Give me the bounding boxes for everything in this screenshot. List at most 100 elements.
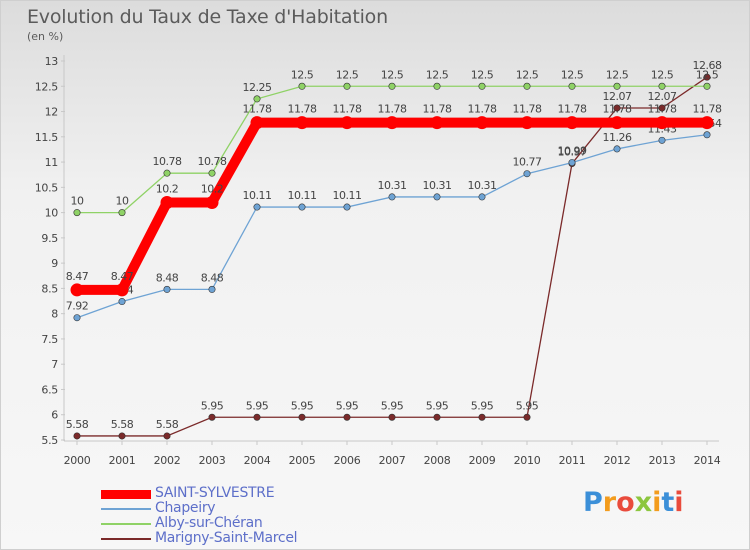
x-tick-label: 2009 (469, 454, 496, 467)
data-label: 10.97 (558, 146, 587, 159)
data-point (523, 82, 531, 90)
data-point (250, 116, 264, 130)
y-tick-label: 6 (51, 409, 58, 422)
data-point (118, 298, 126, 306)
data-label: 5.95 (381, 399, 404, 412)
data-label: 5.58 (156, 418, 179, 431)
data-point (295, 116, 309, 130)
data-point (208, 285, 216, 293)
data-label: 12.5 (426, 68, 449, 81)
data-label: 11.78 (558, 103, 587, 116)
x-tick-label: 2006 (334, 454, 361, 467)
data-point (478, 413, 486, 421)
x-tick-label: 2001 (109, 454, 136, 467)
data-label: 7.92 (66, 300, 89, 313)
data-point (478, 193, 486, 201)
data-label: 5.58 (66, 418, 89, 431)
legend-label: Chapeiry (155, 500, 216, 516)
y-tick-label: 5.5 (41, 434, 58, 447)
data-point (433, 413, 441, 421)
x-tick-label: 2007 (379, 454, 406, 467)
data-label: 12.5 (291, 68, 314, 81)
data-label: 5.95 (336, 399, 359, 412)
y-tick-label: 10 (45, 207, 59, 220)
data-label: 5.95 (291, 399, 314, 412)
data-label: 11.78 (693, 103, 722, 116)
data-point (613, 82, 621, 90)
data-point (388, 413, 396, 421)
series-alby-sur-cheran: 10 10 10.78 10.78 12.25 12.5 12.5 12.5 12.5 12.5 1… (71, 68, 719, 217)
y-tick-label: 9.5 (41, 232, 58, 245)
data-label: 12.25 (243, 81, 272, 94)
data-point (163, 432, 171, 440)
data-point (385, 116, 399, 130)
data-point (700, 116, 714, 130)
data-point (118, 432, 126, 440)
x-tick-label: 2008 (424, 454, 451, 467)
x-tick-label: 2010 (514, 454, 541, 467)
data-point (253, 413, 261, 421)
data-label: 10.11 (243, 189, 272, 202)
legend-item-saint-sylvestre: SAINT-SYLVESTRE (101, 485, 381, 502)
data-label: 11.78 (648, 103, 677, 116)
data-point (523, 170, 531, 178)
data-label: 5.95 (471, 399, 494, 412)
data-point (430, 116, 444, 130)
data-label: 12.07 (603, 90, 632, 103)
x-tick-label: 2005 (289, 454, 316, 467)
data-label: 10 (71, 195, 84, 208)
data-label: 5.95 (516, 399, 539, 412)
data-point (613, 104, 621, 112)
data-label: 12.5 (516, 68, 539, 81)
proxiti-logo: Proxiti (583, 487, 684, 518)
data-point (613, 145, 621, 153)
data-point (658, 82, 666, 90)
data-point (703, 131, 711, 139)
data-label: 12.5 (336, 68, 359, 81)
data-label: 12.68 (693, 59, 722, 72)
data-point (73, 314, 81, 322)
data-label: 12.5 (651, 68, 674, 81)
x-tick-label: 2004 (244, 454, 271, 467)
data-point (433, 82, 441, 90)
data-point (298, 203, 306, 211)
data-point (388, 82, 396, 90)
data-label: 8.48 (201, 271, 224, 284)
legend-swatch (101, 508, 151, 510)
y-ticks: 5.5 6 6.5 7 7.5 8 8.5 9 9.5 10 10.5 11 11.5 12 12.5 13 (35, 55, 65, 447)
x-tick-label: 2000 (64, 454, 91, 467)
data-label: 10.99 (558, 145, 587, 158)
data-label: 5.95 (201, 399, 224, 412)
data-label: 11.78 (243, 103, 272, 116)
x-tick-label: 2002 (154, 454, 181, 467)
x-ticks: 2000 2001 2002 2003 2004 2005 2006 2007 2008 2009… (64, 441, 721, 467)
data-point (208, 413, 216, 421)
y-tick-label: 10.5 (35, 181, 59, 194)
x-tick-label: 2013 (649, 454, 676, 467)
data-label: 11.78 (333, 103, 362, 116)
data-point (658, 104, 666, 112)
data-point (475, 116, 489, 130)
chart-title: Evolution du Taux de Taxe d'Habitation (27, 6, 388, 28)
data-point (340, 116, 354, 130)
data-label: 12.07 (648, 90, 677, 103)
x-tick-label: 2014 (694, 454, 721, 467)
unit-label: (en %) (27, 30, 64, 43)
data-point (208, 169, 216, 177)
legend: SAINT-SYLVESTRE Chapeiry Alby-sur-Chéran Ma… (101, 485, 381, 547)
data-point (610, 116, 624, 130)
data-point (703, 73, 711, 81)
data-point (703, 82, 711, 90)
data-point (523, 413, 531, 421)
data-point (253, 203, 261, 211)
y-tick-label: 8 (51, 308, 58, 321)
data-point (253, 95, 261, 103)
data-point (520, 116, 534, 130)
data-label: 12.5 (471, 68, 494, 81)
data-label: 11.78 (378, 103, 407, 116)
legend-label: Marigny-Saint-Marcel (155, 530, 298, 546)
data-label: 11.78 (423, 103, 452, 116)
data-point (118, 209, 126, 217)
